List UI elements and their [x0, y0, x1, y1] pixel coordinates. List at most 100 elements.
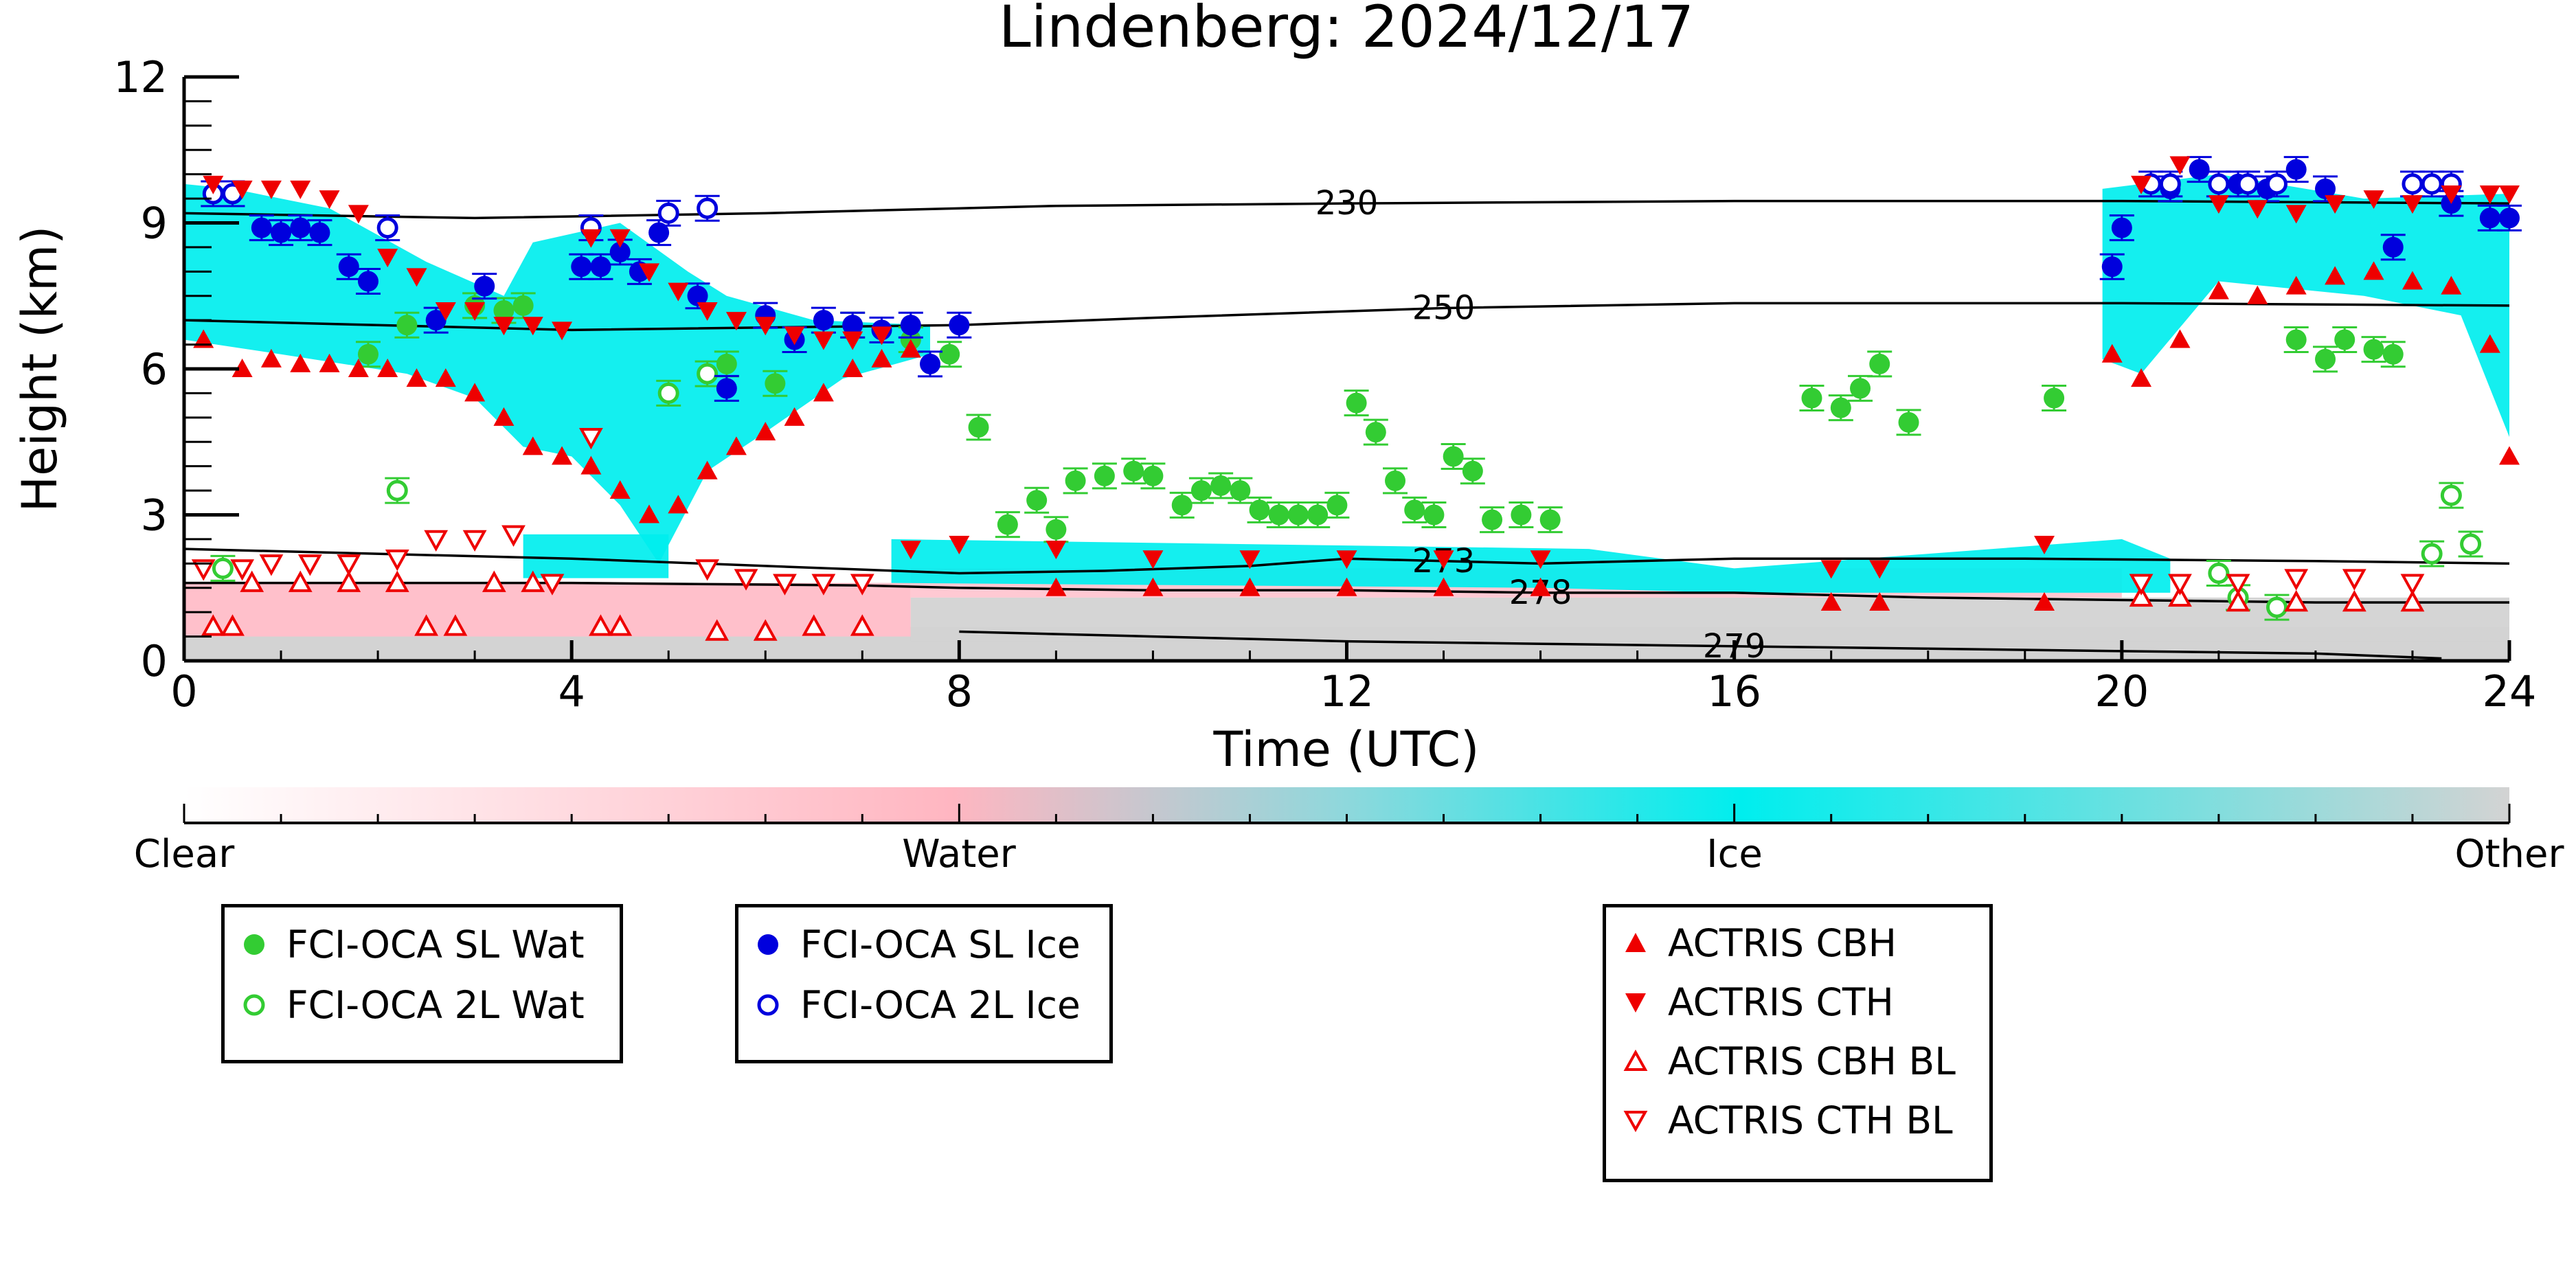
data-point	[2226, 574, 2250, 596]
data-point	[1046, 519, 1067, 540]
data-point	[900, 541, 921, 560]
data-point	[1482, 509, 1503, 530]
data-point	[2169, 156, 2191, 175]
data-point	[2499, 207, 2520, 229]
data-point	[540, 574, 565, 596]
data-point	[552, 446, 573, 465]
series-actris-cth-bl	[191, 427, 2425, 596]
data-point	[2284, 589, 2309, 612]
data-point	[2325, 266, 2346, 285]
data-point	[2247, 200, 2268, 219]
data-point	[2168, 585, 2192, 607]
data-point	[2168, 574, 2192, 596]
data-point	[259, 554, 284, 576]
data-point	[784, 407, 805, 426]
data-point	[1443, 446, 1464, 467]
y-tick-label: 12	[113, 52, 168, 102]
data-point	[2479, 334, 2500, 353]
series-actris-cbh-bl	[201, 570, 2425, 641]
data-point	[212, 557, 234, 579]
data-point	[406, 268, 427, 287]
legend-actris: ACTRIS CBH ACTRIS CTH ACTRIS CBH BL ACTR…	[1603, 904, 1993, 1182]
data-point	[697, 302, 718, 321]
data-point	[1423, 504, 1445, 526]
data-point	[2421, 173, 2443, 195]
data-point	[765, 373, 786, 394]
data-point	[414, 614, 439, 636]
data-point	[2325, 195, 2346, 214]
data-point	[997, 514, 1018, 535]
data-point	[1346, 392, 1367, 414]
x-tick-label: 12	[1320, 666, 1374, 716]
data-point	[462, 530, 487, 552]
data-point	[376, 217, 398, 239]
data-point	[2285, 329, 2307, 350]
data-point	[319, 190, 340, 210]
data-point	[668, 495, 689, 514]
data-point	[2460, 533, 2482, 555]
data-point	[1385, 470, 1406, 491]
data-point	[1239, 577, 1261, 596]
data-point	[2169, 329, 2191, 348]
data-point	[319, 353, 340, 372]
data-point	[193, 329, 214, 348]
data-point	[1142, 550, 1164, 569]
data-point	[2285, 159, 2307, 180]
series-actris-cbh	[193, 261, 2520, 611]
y-axis-label: Height (km)	[12, 226, 68, 512]
data-point	[1830, 397, 1851, 418]
data-point	[813, 331, 834, 350]
data-point	[338, 256, 359, 278]
data-point	[2129, 574, 2154, 596]
series-fci-oca-2l-wat	[210, 360, 2483, 621]
data-point	[203, 175, 224, 194]
legend-label: ACTRIS CBH	[1668, 921, 1897, 965]
data-point	[1142, 577, 1164, 596]
data-point	[493, 317, 515, 336]
data-point	[443, 614, 468, 636]
data-point	[231, 359, 253, 377]
data-point	[2479, 185, 2500, 204]
data-point	[357, 271, 379, 292]
series-fci-oca-sl-wat	[355, 292, 2406, 543]
data-point	[580, 229, 602, 248]
data-point	[657, 382, 679, 404]
data-point	[1869, 353, 1890, 374]
series-actris-cth	[203, 156, 2520, 579]
data-point	[900, 339, 921, 358]
series-fci-oca-2l-ice	[201, 170, 2464, 242]
data-point	[385, 550, 409, 572]
other-shading	[910, 597, 2509, 642]
data-point	[580, 455, 602, 475]
temperature-contour-line	[183, 302, 2510, 332]
data-point	[716, 353, 737, 374]
data-point	[2499, 446, 2520, 465]
data-point	[609, 229, 631, 248]
data-point	[1462, 460, 1483, 482]
colorbar-label-water: Water	[902, 832, 1017, 877]
data-point	[552, 321, 573, 341]
data-point	[348, 205, 369, 224]
data-point	[590, 256, 611, 278]
x-axis-label: Time (UTC)	[1213, 721, 1480, 778]
data-point	[424, 530, 449, 552]
data-point	[578, 427, 603, 450]
data-point	[2131, 368, 2152, 387]
data-point	[589, 614, 613, 636]
legend-label: ACTRIS CTH	[1668, 980, 1894, 1024]
data-point	[705, 619, 730, 641]
data-point	[464, 302, 486, 321]
data-point	[522, 317, 543, 336]
water-shading	[184, 583, 911, 637]
data-point	[1820, 592, 1842, 611]
data-point	[1433, 550, 1454, 569]
data-point	[288, 570, 313, 592]
data-point	[2101, 343, 2123, 363]
data-point	[2034, 592, 2055, 611]
legend-label: FCI-OCA 2L Ice	[800, 983, 1081, 1027]
data-point	[2208, 563, 2230, 584]
data-point	[435, 368, 456, 387]
data-point	[1530, 577, 1551, 596]
temperature-contours: 230250273278279	[183, 184, 2510, 666]
legend-label: ACTRIS CBH BL	[1668, 1039, 1956, 1083]
